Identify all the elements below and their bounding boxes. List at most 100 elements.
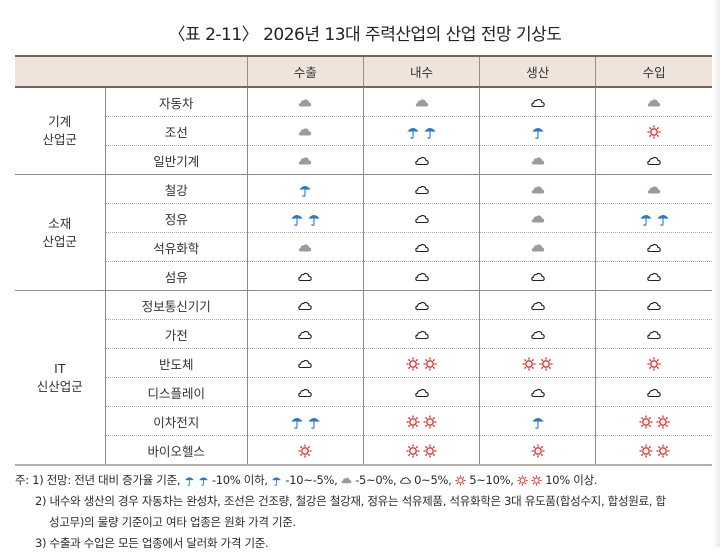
industry-name: 일반기계: [104, 145, 248, 175]
group-label-line2: 산업군: [42, 132, 78, 147]
sun-icon: [298, 444, 312, 458]
page-edge-shadow: [712, 0, 720, 547]
cell-domestic: [362, 87, 480, 117]
legend-gray-cloud-icon: [341, 475, 352, 486]
outline-cloud-icon: [647, 299, 661, 313]
legend-sun2-icon: [517, 475, 542, 486]
cell-production: [479, 145, 596, 175]
header-domestic: 내수: [362, 55, 480, 88]
cell-production: [479, 377, 596, 407]
legend-umbrella-icon: [271, 475, 282, 486]
outline-cloud-icon: [647, 328, 661, 342]
cell-import: [595, 203, 712, 233]
legend-umbrella2-icon: [184, 475, 209, 486]
cell-domestic: [362, 435, 480, 466]
cell-export: [246, 406, 364, 436]
gray-cloud-icon: [298, 96, 312, 110]
group-label-line2: 신산업군: [36, 378, 83, 394]
cell-export: [246, 232, 364, 262]
table-row: 기계 산업군 자동차: [15, 87, 712, 175]
table-title: 〈표 2-11〉 2026년 13대 주력산업의 산업 전망 기상도: [168, 25, 562, 45]
group-label: 소재 산업군: [15, 174, 106, 291]
industry-outlook-table: 수출 내수 생산 수입 기계 산업군 자동차 조선 일반기계 소재 산업군 철강 정유 석유화학 섬…: [15, 55, 712, 466]
outline-cloud-icon: [414, 183, 429, 197]
header-export: 수출: [246, 55, 364, 88]
industry-name: 가전: [104, 319, 248, 349]
cell-import: [595, 406, 712, 436]
table-row: 바이오헬스: [15, 435, 712, 466]
cell-import: [595, 116, 712, 146]
cell-import: [595, 377, 712, 407]
double-sun-icon: [639, 444, 670, 458]
group-label-line1: 기계: [48, 114, 72, 129]
outline-cloud-icon: [414, 386, 429, 400]
outline-cloud-icon: [414, 328, 429, 342]
table-row: 반도체: [15, 348, 712, 378]
gray-cloud-icon: [298, 241, 312, 255]
footnote-1: 주: 1) 전망: 전년 대비 증가율 기준, -10% 이하, -10~-5%…: [15, 473, 598, 487]
group-label-line2: 산업군: [42, 233, 78, 249]
gray-cloud-icon: [531, 212, 545, 226]
table-row: 가전: [15, 319, 712, 349]
cell-export: [246, 377, 364, 407]
cell-production: [479, 87, 596, 117]
cell-domestic: [362, 232, 480, 262]
outline-cloud-icon: [647, 241, 661, 255]
cell-production: [479, 232, 596, 262]
cell-production: [479, 319, 596, 349]
umbrella-icon: [298, 183, 312, 197]
outline-cloud-icon: [647, 386, 661, 400]
sun-icon: [647, 125, 661, 139]
gray-cloud-icon: [531, 241, 545, 255]
header-import: 수입: [595, 55, 712, 88]
cell-production: [479, 348, 596, 378]
table-row: 디스플레이: [15, 377, 712, 407]
outline-cloud-icon: [414, 154, 429, 168]
outline-cloud-icon: [530, 299, 545, 313]
legend-sun-icon: [455, 475, 466, 486]
industry-name: 이차전지: [104, 406, 248, 436]
group-label: IT 신산업군: [15, 290, 106, 466]
table-row: 이차전지: [15, 406, 712, 436]
cell-production: [479, 261, 596, 291]
gray-cloud-icon: [531, 183, 545, 197]
footnote-2-line1: 2) 내수와 생산의 경우 자동차는 완성차, 조선은 건조량, 철강은 철강재…: [35, 494, 666, 508]
cell-import: [595, 174, 712, 204]
outline-cloud-icon: [530, 386, 545, 400]
cell-import: [595, 348, 712, 378]
double-sun-icon: [522, 357, 553, 371]
cell-export: [246, 87, 364, 117]
table-row: 조선: [15, 116, 712, 146]
outline-cloud-icon: [298, 357, 313, 371]
cell-domestic: [362, 203, 480, 233]
cell-import: [595, 87, 712, 117]
cell-domestic: [362, 145, 480, 175]
footnotes: 주: 1) 전망: 전년 대비 증가율 기준, -10% 이하, -10~-5%…: [15, 470, 715, 554]
cell-import: [595, 435, 712, 466]
header-row: 수출 내수 생산 수입: [15, 55, 712, 88]
industry-name: 정보통신기기: [104, 290, 248, 320]
footnote-3: 3) 수출과 수입은 모든 업종에서 달러화 가격 기준.: [35, 536, 269, 550]
cell-import: [595, 232, 712, 262]
cell-export: [246, 116, 364, 146]
cell-export: [246, 319, 364, 349]
table-row: 일반기계: [15, 145, 712, 175]
cell-domestic: [362, 319, 480, 349]
outline-cloud-icon: [647, 154, 661, 168]
table-row: 섬유: [15, 261, 712, 291]
cell-production: [479, 406, 596, 436]
cell-production: [479, 203, 596, 233]
double-sun-icon: [406, 357, 437, 371]
cell-domestic: [362, 406, 480, 436]
industry-name: 조선: [104, 116, 248, 146]
outline-cloud-icon: [414, 212, 429, 226]
table-row: IT 신산업군 정보통신기기: [15, 290, 712, 466]
umbrella-icon: [531, 415, 545, 429]
gray-cloud-icon: [647, 183, 661, 197]
header-production: 생산: [479, 55, 596, 88]
cell-export: [246, 174, 364, 204]
cell-domestic: [362, 261, 480, 291]
industry-name: 정유: [104, 203, 248, 233]
cell-production: [479, 174, 596, 204]
